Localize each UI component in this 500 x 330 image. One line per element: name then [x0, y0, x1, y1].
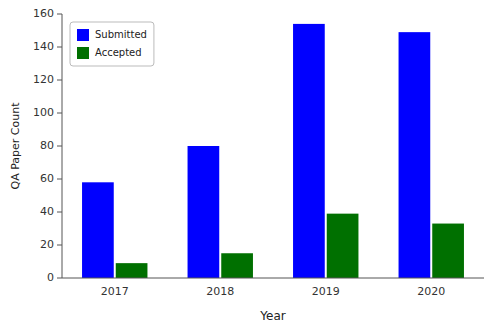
y-tick-label: 160 [33, 7, 54, 20]
y-tick [57, 113, 62, 114]
y-axis-line [62, 14, 63, 278]
y-axis-label: QA Paper Count [9, 102, 22, 190]
legend-label: Submitted [95, 29, 147, 40]
bar [116, 263, 148, 278]
y-tick [57, 245, 62, 246]
y-tick-label: 140 [33, 40, 54, 53]
y-tick-label: 100 [33, 106, 54, 119]
x-axis-label: Year [259, 309, 285, 323]
legend-label: Accepted [95, 47, 142, 58]
y-tick [57, 212, 62, 213]
y-tick-label: 0 [47, 271, 54, 284]
bar [327, 214, 359, 278]
legend: Submitted Accepted [70, 22, 154, 66]
chart: 0 20 40 60 80 100 120 140 160 2017 2018 2019 2020 Yea… [0, 0, 500, 330]
y-tick-label: 40 [40, 205, 54, 218]
y-tick [57, 146, 62, 147]
y-tick-label: 80 [40, 139, 54, 152]
y-tick-label: 120 [33, 73, 54, 86]
y-tick [57, 14, 62, 15]
x-tick-label: 2017 [101, 285, 129, 298]
legend-swatch [77, 29, 89, 41]
legend-box [70, 22, 154, 66]
y-tick-label: 20 [40, 238, 54, 251]
bar [432, 224, 464, 278]
legend-swatch [77, 47, 89, 59]
x-tick-label: 2018 [206, 285, 234, 298]
bar [399, 32, 431, 278]
bar [221, 253, 253, 278]
x-tick-label: 2020 [417, 285, 445, 298]
y-tick [57, 179, 62, 180]
bar [82, 182, 114, 278]
x-axis-line [62, 278, 484, 279]
y-tick [57, 80, 62, 81]
y-tick [57, 47, 62, 48]
y-tick [57, 278, 62, 279]
y-tick-label: 60 [40, 172, 54, 185]
bar [188, 146, 220, 278]
x-tick-label: 2019 [312, 285, 340, 298]
bar [293, 24, 325, 278]
